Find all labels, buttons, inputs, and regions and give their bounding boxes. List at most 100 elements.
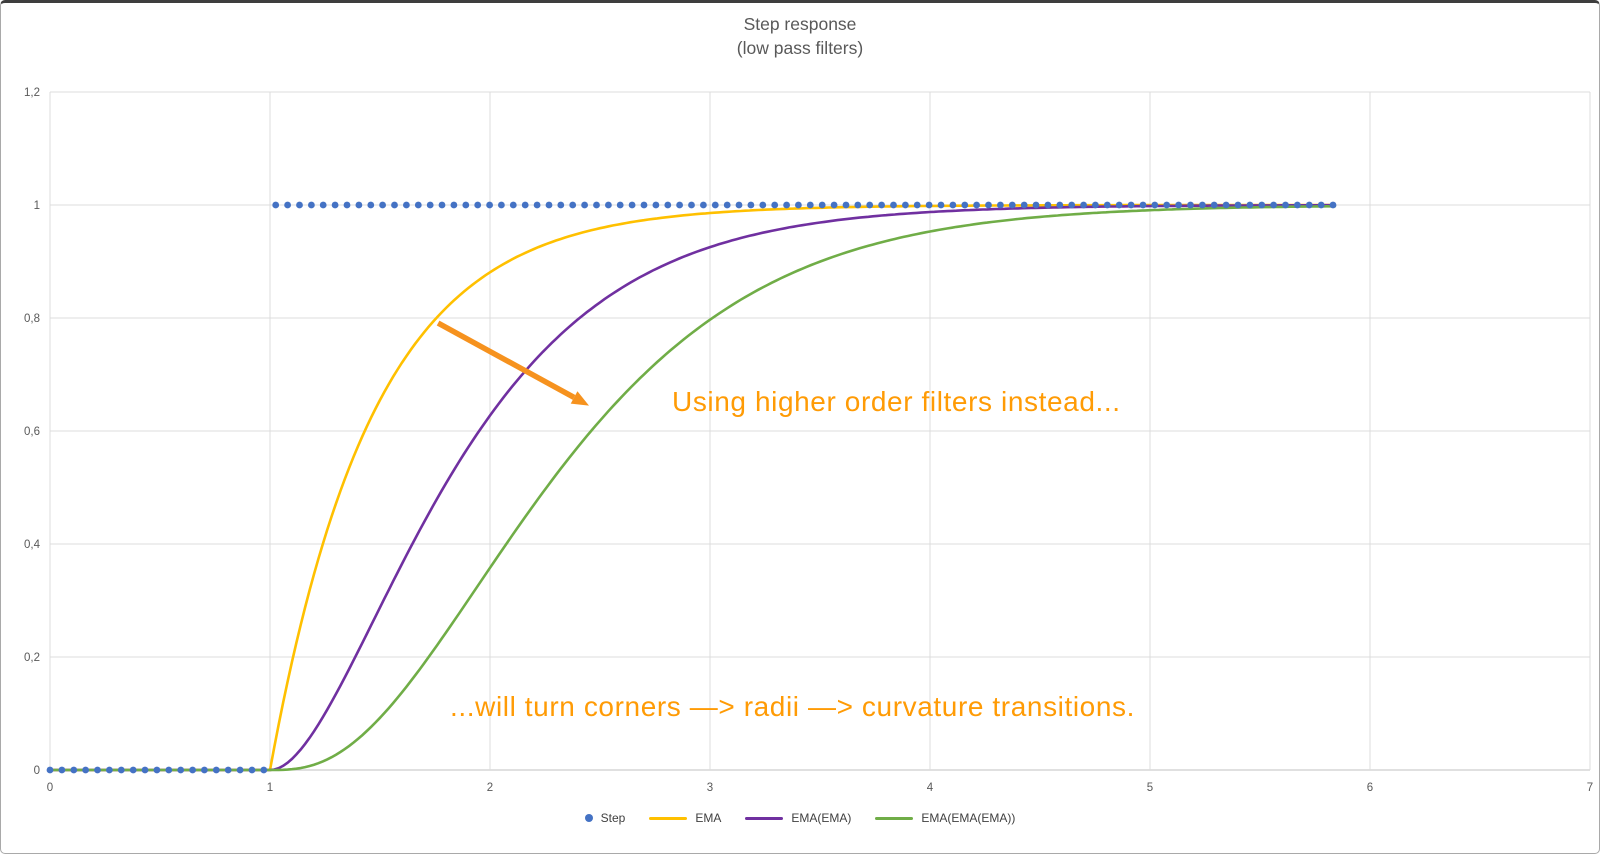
step-dot	[545, 201, 553, 209]
step-dot	[1151, 201, 1159, 209]
step-dot	[628, 201, 636, 209]
step-dot	[308, 201, 315, 209]
step-dot	[890, 201, 897, 209]
step-dot	[46, 766, 54, 774]
y-tick-label: 0,2	[24, 652, 40, 664]
legend-item-ema: EMA	[649, 811, 721, 825]
step-dot	[818, 201, 826, 209]
step-dot	[367, 201, 375, 209]
step-dot	[1008, 201, 1016, 209]
step-dot	[640, 201, 648, 209]
step-dot	[1056, 201, 1064, 209]
step-dot	[842, 201, 850, 209]
annotation-arrow-shaft	[436, 320, 576, 400]
step-dot	[902, 201, 909, 209]
step-dot	[854, 201, 862, 209]
step-dot	[700, 201, 707, 209]
step-dot	[94, 766, 101, 774]
ema3-line-swatch	[875, 816, 914, 820]
step-dot	[509, 201, 517, 209]
step-dot	[688, 201, 695, 209]
x-tick-label: 1	[267, 782, 273, 794]
step-dot	[414, 201, 422, 209]
legend-label-ema: EMA	[695, 811, 722, 825]
step-dot	[1329, 201, 1337, 209]
y-tick-label: 1	[34, 200, 40, 212]
step-dot	[1115, 201, 1123, 209]
x-tick-label: 5	[1147, 782, 1153, 794]
step-dot	[1246, 201, 1254, 209]
step-dot	[557, 201, 565, 209]
step-dot	[189, 766, 197, 774]
step-dot	[1258, 201, 1266, 209]
step-dot	[462, 201, 470, 209]
step-dot	[949, 201, 957, 209]
step-dot	[82, 766, 89, 774]
step-dot	[1163, 201, 1171, 209]
step-dot	[1068, 201, 1076, 209]
x-tick-label: 2	[487, 782, 493, 794]
step-dot	[961, 201, 969, 209]
step-dot	[117, 766, 125, 774]
y-tick-label: 0,4	[24, 539, 41, 551]
step-dot	[1175, 201, 1182, 209]
series-line-ema(ema)	[48, 203, 1337, 772]
step-dot	[141, 766, 149, 774]
step-dot	[1092, 201, 1099, 209]
step-dot	[153, 766, 161, 774]
annotation-arrow-head	[570, 391, 589, 406]
step-dot	[177, 766, 185, 774]
x-tick-label: 3	[707, 782, 713, 794]
x-tick-label: 0	[47, 782, 53, 794]
annotation-higher-order-filters: Using higher order filters instead...	[672, 386, 1121, 417]
step-dot	[616, 201, 624, 209]
step-dot	[973, 201, 980, 209]
step-dot	[1294, 201, 1301, 209]
step-dot	[426, 201, 434, 209]
step-dot	[569, 201, 577, 209]
step-dot	[1080, 201, 1087, 209]
step-dot	[236, 766, 244, 774]
y-tick-label: 0	[34, 765, 40, 777]
step-dot	[450, 201, 458, 209]
y-tick-label: 0,6	[24, 426, 40, 438]
step-dot	[284, 201, 291, 209]
step-dot	[212, 766, 220, 774]
step-dot	[878, 201, 885, 209]
step-dot	[438, 201, 446, 209]
step-dot	[771, 201, 779, 209]
chart-legend: Step EMA EMA(EMA) EMA(EMA(EMA))	[0, 806, 1600, 830]
step-dot	[937, 201, 945, 209]
step-dot	[1270, 201, 1277, 209]
step-dot-swatch	[584, 814, 593, 822]
step-dot	[1139, 201, 1147, 209]
step-dot	[1127, 201, 1135, 209]
step-dot	[70, 766, 78, 774]
step-dot	[403, 201, 410, 209]
step-dot	[605, 201, 612, 209]
step-dot	[331, 201, 339, 209]
step-dot	[925, 201, 933, 209]
step-dot	[379, 201, 386, 209]
step-dot	[201, 766, 208, 774]
series-line-ema	[48, 203, 1337, 772]
x-tick-label: 4	[927, 782, 934, 794]
step-dot	[533, 201, 541, 209]
step-dot	[664, 201, 672, 209]
step-dot	[676, 201, 683, 209]
step-dot	[593, 201, 600, 209]
step-dot	[830, 201, 838, 209]
step-dot	[711, 201, 719, 209]
step-dot	[1199, 201, 1206, 209]
x-tick-label: 6	[1367, 782, 1373, 794]
step-dot	[806, 201, 814, 209]
step-dot	[783, 201, 790, 209]
step-dot	[652, 201, 660, 209]
step-dot	[1234, 201, 1242, 209]
step-dot	[224, 766, 232, 774]
step-dot	[723, 201, 731, 209]
chart-title-block: Step response (low pass filters)	[0, 12, 1600, 60]
step-dot	[1020, 201, 1028, 209]
step-dot	[735, 201, 743, 209]
